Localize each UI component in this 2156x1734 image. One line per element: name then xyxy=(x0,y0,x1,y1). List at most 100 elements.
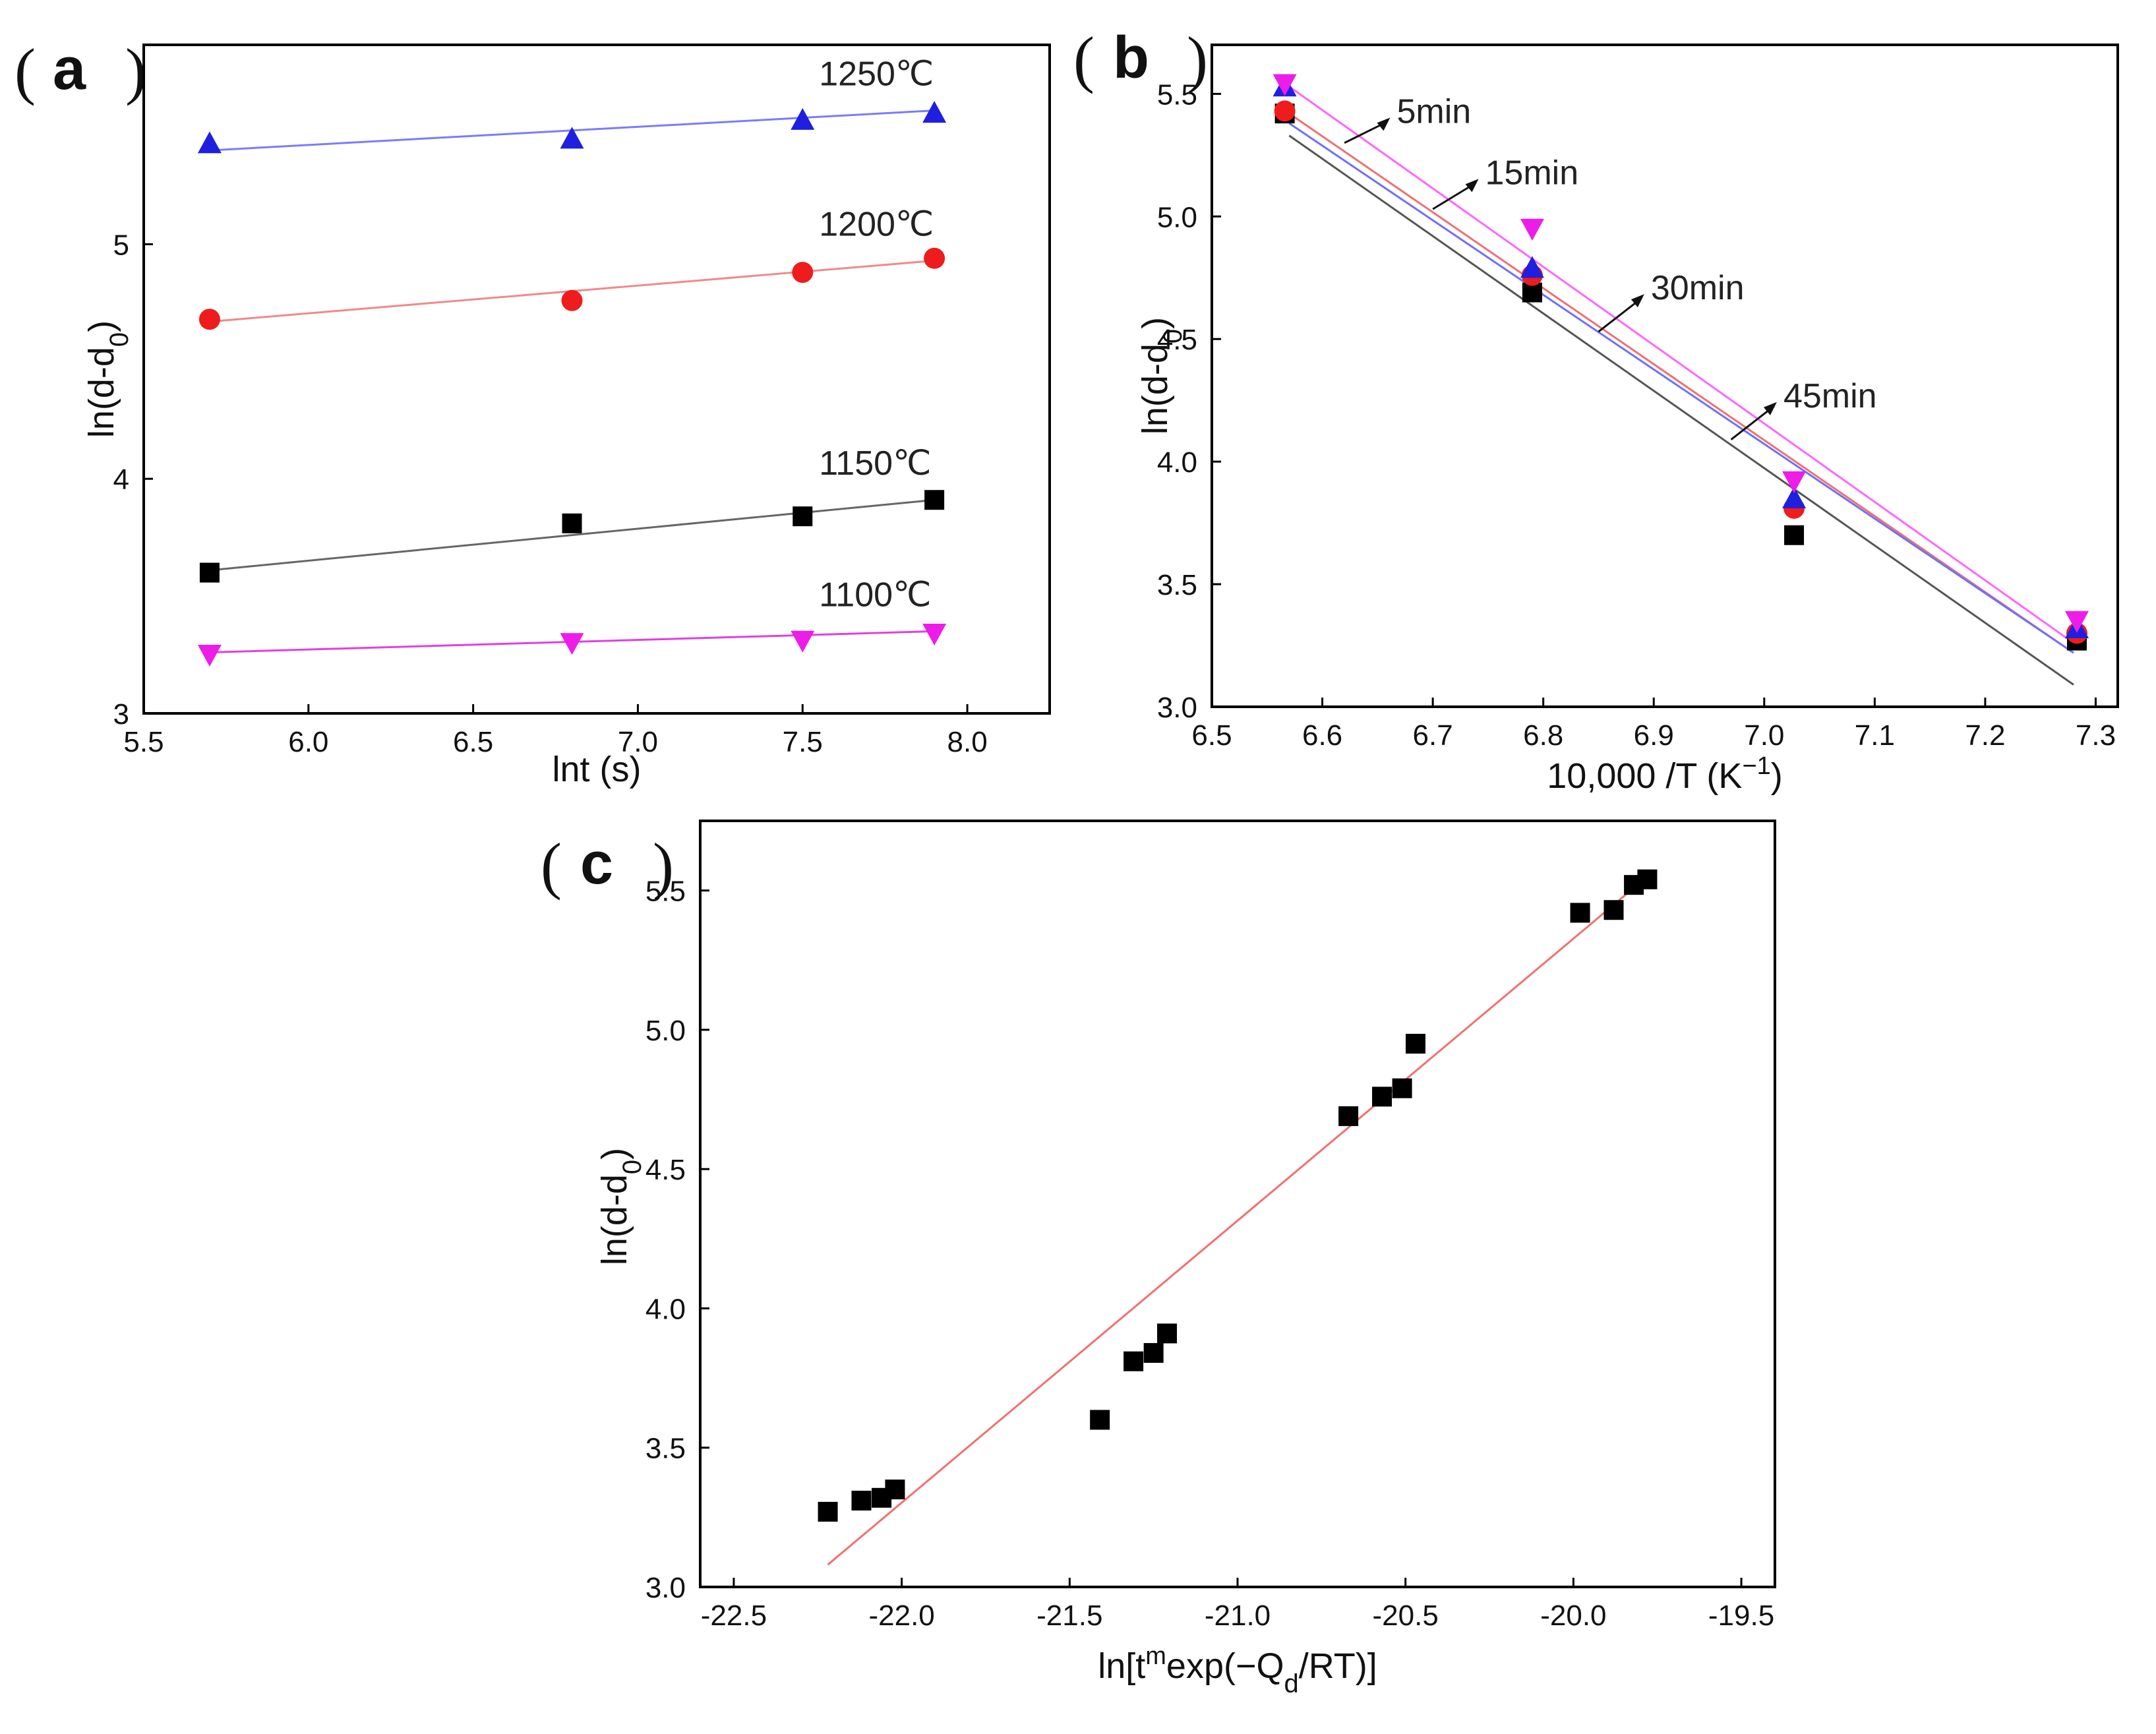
panel-b-x-tick-label: 6.6 xyxy=(1302,719,1342,752)
panel-b-y-tick-label: 3.0 xyxy=(1157,692,1197,724)
data-point xyxy=(1405,1034,1425,1054)
panel-a-x-tick-label: 7.5 xyxy=(783,726,823,758)
data-point-45min xyxy=(1782,471,1807,493)
fit-line-15min xyxy=(1288,112,2074,654)
panel-c-points xyxy=(818,869,1658,1522)
data-point xyxy=(885,1480,905,1500)
data-point-1150℃ xyxy=(793,506,813,527)
panel-c-x-tick-label: -22.0 xyxy=(868,1599,934,1632)
annotation-arrow-45min xyxy=(1730,405,1775,440)
data-point-30min xyxy=(1520,256,1544,278)
data-point-30min xyxy=(1782,486,1807,508)
data-point-45min xyxy=(2065,611,2089,633)
panel-b-fit-lines xyxy=(1288,85,2074,686)
data-point xyxy=(1603,900,1624,920)
data-point-1200℃ xyxy=(792,262,814,284)
data-point-1250℃ xyxy=(922,101,947,123)
data-point-1200℃ xyxy=(924,247,945,269)
panel-c: ( c ) -22.5 -22.0 -21.5 -21.0 -20.5 -20.0 -19.… xyxy=(541,820,1776,1698)
data-point xyxy=(1338,1106,1359,1126)
panel-c-y-axis-label: ln(d-d0) xyxy=(595,1148,647,1265)
annotation-label-5min: 5min xyxy=(1396,92,1471,131)
panel-b-y-tick-label: 4.0 xyxy=(1157,446,1197,479)
panel-c-x-tick-label: -19.5 xyxy=(1708,1599,1774,1632)
panel-b-x-tick-label: 6.5 xyxy=(1191,719,1232,752)
series-label-1100℃: 1100℃ xyxy=(819,576,931,614)
panel-c-frame xyxy=(699,820,1776,1588)
annotation-arrowhead-15min xyxy=(1465,179,1479,193)
panel-c-x-tick-label: -22.5 xyxy=(701,1599,767,1632)
fit-line-5min xyxy=(1288,135,2074,686)
panel-b-y-axis-label: ln(d-d0) xyxy=(1135,317,1187,434)
panel-b-x-tick-label: 6.7 xyxy=(1413,719,1453,752)
data-point-15min xyxy=(1274,100,1296,122)
annotation-arrowhead-45min xyxy=(1763,402,1777,415)
annotation-label-30min: 30min xyxy=(1651,269,1745,307)
data-point-1250℃ xyxy=(560,127,584,149)
panel-b-x-tick-label: 7.2 xyxy=(1965,719,2005,752)
panel-b-points xyxy=(1273,74,2089,651)
panel-b-x-tick-label: 6.9 xyxy=(1634,719,1674,752)
data-point-1250℃ xyxy=(197,131,222,154)
panel-c-x-axis-label: ln[tmexp(−Qd/RT)] xyxy=(1098,1642,1377,1698)
panel-c-y-tick-label: 4.5 xyxy=(645,1154,686,1186)
annotation-arrow-30min xyxy=(1598,297,1642,333)
panel-c-y-tick-label: 5.0 xyxy=(645,1015,686,1047)
panel-b-annotations: 5min 15min 30min 45min xyxy=(1344,92,1877,440)
panel-a-x-tick-label: 6.5 xyxy=(453,726,493,758)
data-point-1200℃ xyxy=(198,309,220,330)
series-label-1200℃: 1200℃ xyxy=(819,205,934,243)
panel-b-frame xyxy=(1211,44,2119,708)
panel-b-open-paren: ( xyxy=(1073,24,1094,94)
data-point-5min xyxy=(1784,525,1805,545)
panel-a-x-tick-label: 8.0 xyxy=(947,726,988,758)
data-point-1150℃ xyxy=(924,490,945,510)
fit-line-1150℃ xyxy=(209,498,935,572)
panel-b-y-tick-label: 5.0 xyxy=(1157,201,1197,233)
fit-line-45min xyxy=(1288,85,2074,644)
panel-c-x-tick-label: -20.5 xyxy=(1373,1599,1439,1632)
panel-c-fit-line xyxy=(827,876,1648,1566)
data-point-1100℃ xyxy=(560,633,584,655)
data-point-1100℃ xyxy=(922,624,947,646)
data-point-5min xyxy=(1522,282,1542,303)
panel-a-y-axis-label: ln(d-d0) xyxy=(82,320,134,438)
panel-b-x-tick-label: 7.0 xyxy=(1744,719,1784,752)
fit-line-30min xyxy=(1288,122,2074,654)
panel-a-open-paren: ( xyxy=(15,36,36,106)
data-point xyxy=(1372,1087,1392,1107)
panel-c-x-tick-label: -21.5 xyxy=(1036,1599,1102,1632)
data-point xyxy=(1637,869,1658,889)
panel-a-letter: a xyxy=(53,36,86,102)
panel-c-letter: c xyxy=(580,831,613,897)
panel-a-y-tick-label: 3 xyxy=(113,698,129,731)
panel-c-x-tick-label: -21.0 xyxy=(1205,1599,1271,1632)
data-point-45min xyxy=(1273,74,1297,96)
data-point-1100℃ xyxy=(197,645,222,667)
panel-a-points xyxy=(197,101,947,667)
panel-b-y-tick-label: 4.5 xyxy=(1157,324,1197,356)
annotation-arrowhead-30min xyxy=(1631,294,1644,308)
panel-a-x-axis-label: lnt (s) xyxy=(553,750,642,789)
panel-a-x-tick-label: 7.0 xyxy=(618,726,658,758)
data-point xyxy=(1392,1078,1412,1098)
panel-b-x-tick-label: 6.8 xyxy=(1523,719,1563,752)
data-point-1100℃ xyxy=(791,630,815,653)
data-point xyxy=(1143,1343,1164,1363)
panel-b-x-tick-label: 7.3 xyxy=(2076,719,2116,752)
panel-a-fit-lines xyxy=(209,109,935,653)
fit-line xyxy=(827,876,1648,1566)
panel-c-y-tick-label: 3.5 xyxy=(645,1433,686,1465)
data-point-45min xyxy=(1520,218,1544,241)
data-point xyxy=(1123,1351,1144,1371)
panel-b-y-tick-label: 3.5 xyxy=(1157,569,1197,601)
panel-b-x-tick-label: 7.1 xyxy=(1855,719,1895,752)
series-label-1150℃: 1150℃ xyxy=(819,444,931,483)
panel-b: ( b ) 6.5 6.6 6.7 6.8 6.9 7.0 7.1 7.2 7.3 3.0 3.5 4… xyxy=(1073,24,2119,796)
data-point xyxy=(1157,1323,1178,1344)
panel-b-close-paren: ) xyxy=(1187,24,1208,94)
panel-c-y-tick-label: 4.0 xyxy=(645,1293,686,1325)
panel-c-y-tick-label: 3.0 xyxy=(645,1572,686,1604)
